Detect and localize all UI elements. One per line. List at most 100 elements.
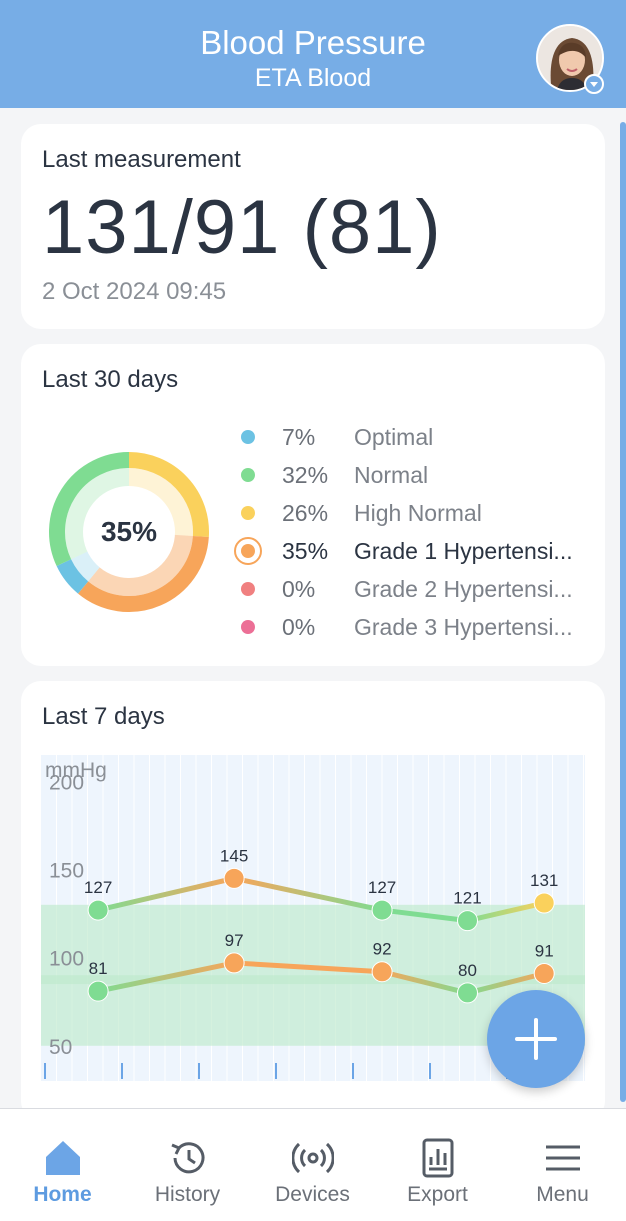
legend-name: High Normal bbox=[354, 500, 482, 526]
data-label: 81 bbox=[89, 959, 108, 978]
data-label: 92 bbox=[373, 940, 392, 959]
legend-name: Optimal bbox=[354, 424, 434, 450]
data-label: 127 bbox=[84, 878, 112, 897]
y-tick-label: 200 bbox=[49, 771, 84, 794]
nav-home-label: Home bbox=[33, 1183, 92, 1206]
data-label: 97 bbox=[225, 931, 244, 950]
data-point[interactable] bbox=[223, 867, 245, 889]
nav-export[interactable]: Export bbox=[375, 1109, 500, 1221]
legend-percent: 0% bbox=[282, 614, 316, 640]
donut-outer-ring bbox=[49, 452, 209, 612]
legend-percent: 35% bbox=[282, 538, 329, 564]
legend-selected-ring bbox=[234, 537, 262, 565]
donut-segment[interactable] bbox=[56, 558, 89, 594]
avatar[interactable] bbox=[536, 24, 604, 92]
avatar-image bbox=[538, 26, 602, 90]
legend-dot bbox=[241, 544, 255, 558]
data-label: 127 bbox=[368, 878, 396, 897]
donut-center bbox=[83, 486, 175, 578]
data-label: 145 bbox=[220, 846, 248, 865]
add-measurement-button[interactable] bbox=[487, 990, 585, 1088]
series-line-segment bbox=[379, 907, 470, 924]
chevron-down-icon[interactable] bbox=[584, 74, 604, 94]
last-measurement-label: Last measurement bbox=[42, 146, 241, 173]
nav-home[interactable]: Home bbox=[0, 1109, 125, 1221]
legend-name: Grade 1 Hypertensi... bbox=[354, 538, 573, 564]
legend-name: Grade 3 Hypertensi... bbox=[354, 614, 573, 640]
legend-percent: 26% bbox=[282, 500, 329, 526]
menu-icon bbox=[546, 1145, 580, 1171]
data-label: 121 bbox=[453, 889, 481, 908]
data-point[interactable] bbox=[456, 982, 478, 1004]
history-icon bbox=[171, 1142, 205, 1174]
nav-history[interactable]: History bbox=[125, 1109, 250, 1221]
legend-name: Grade 2 Hypertensi... bbox=[354, 576, 573, 602]
series-line-segment bbox=[95, 875, 237, 913]
chart-series: 127 145 127 121 131 81 97 92 80 91 bbox=[84, 846, 558, 1004]
scrollbar[interactable] bbox=[620, 122, 626, 1102]
series-line-segment bbox=[231, 960, 385, 975]
donut-center-value: 35% bbox=[101, 516, 157, 547]
legend-dot bbox=[241, 468, 255, 482]
legend-percent: 32% bbox=[282, 462, 329, 488]
y-tick-label: 100 bbox=[49, 948, 84, 971]
data-label: 80 bbox=[458, 961, 477, 980]
series-line-segment bbox=[231, 875, 385, 913]
legend-dot bbox=[241, 430, 255, 444]
weekly-line-chart[interactable]: 50 100 150 200 mmHg 127 145 127 121 131 81 97 92 80… bbox=[41, 755, 585, 1081]
data-point[interactable] bbox=[533, 892, 555, 914]
legend-dot bbox=[241, 506, 255, 520]
legend-dot bbox=[241, 620, 255, 634]
bottom-navigation: Home History Devices Export Menu bbox=[0, 1108, 626, 1221]
data-label: 91 bbox=[535, 942, 554, 961]
legend-percent: 0% bbox=[282, 576, 316, 602]
legend-name: Normal bbox=[354, 462, 429, 488]
last-30-days-label: Last 30 days bbox=[42, 366, 179, 393]
donut-inner-segment bbox=[65, 468, 130, 560]
donut-inner-segment bbox=[128, 468, 193, 537]
nav-history-label: History bbox=[154, 1183, 221, 1206]
y-tick-label: 150 bbox=[49, 860, 84, 883]
series-line-segment bbox=[464, 900, 547, 924]
last-measurement-card[interactable]: Last measurement 131/91 (81) 2 Oct 2024 … bbox=[21, 124, 605, 329]
donut-segment[interactable] bbox=[78, 535, 209, 612]
y-axis-ticks: 50 100 150 200 bbox=[49, 771, 84, 1058]
app-title: Blood Pressure bbox=[200, 24, 426, 61]
y-axis-unit: mmHg bbox=[45, 759, 107, 782]
home-icon bbox=[46, 1141, 80, 1175]
series-line-segment bbox=[95, 960, 237, 994]
target-band bbox=[41, 904, 585, 985]
last-30-days-card[interactable]: Last 30 days 35% 7% Optimal 32% Normal 26% Hi… bbox=[21, 344, 605, 666]
legend-dot bbox=[241, 582, 255, 596]
app-header: Blood Pressure ETA Blood bbox=[0, 0, 626, 108]
data-point[interactable] bbox=[371, 961, 393, 983]
donut-segment[interactable] bbox=[49, 452, 130, 567]
nav-menu[interactable]: Menu bbox=[500, 1109, 625, 1221]
last-measurement-datetime: 2 Oct 2024 09:45 bbox=[42, 278, 227, 305]
y-tick-label: 50 bbox=[49, 1036, 72, 1059]
nav-menu-label: Menu bbox=[536, 1183, 589, 1206]
series-line-segment bbox=[464, 971, 547, 996]
data-point[interactable] bbox=[223, 952, 245, 974]
legend-percent: 7% bbox=[282, 424, 316, 450]
last-measurement-value: 131/91 (81) bbox=[42, 185, 442, 270]
data-point[interactable] bbox=[371, 899, 393, 921]
last-7-days-label: Last 7 days bbox=[42, 703, 165, 730]
donut-inner-segment bbox=[88, 534, 193, 596]
data-point[interactable] bbox=[87, 899, 109, 921]
donut-segment[interactable] bbox=[128, 452, 209, 538]
last-7-days-card[interactable]: Last 7 days 50 100 150 200 mmHg 127 145 127 12… bbox=[21, 681, 605, 1121]
nav-devices[interactable]: Devices bbox=[250, 1109, 375, 1221]
data-point[interactable] bbox=[87, 980, 109, 1002]
donut-inner-ring bbox=[65, 468, 193, 596]
data-point[interactable] bbox=[456, 910, 478, 932]
distribution-donut-chart[interactable]: 35% bbox=[39, 442, 219, 622]
data-label: 131 bbox=[530, 871, 558, 890]
data-point[interactable] bbox=[533, 963, 555, 985]
nav-export-label: Export bbox=[407, 1183, 468, 1206]
devices-icon bbox=[292, 1142, 334, 1174]
nav-devices-label: Devices bbox=[275, 1183, 350, 1206]
donut-inner-segment bbox=[71, 550, 102, 582]
series-line-segment bbox=[379, 969, 470, 996]
app-subtitle: ETA Blood bbox=[254, 64, 372, 92]
